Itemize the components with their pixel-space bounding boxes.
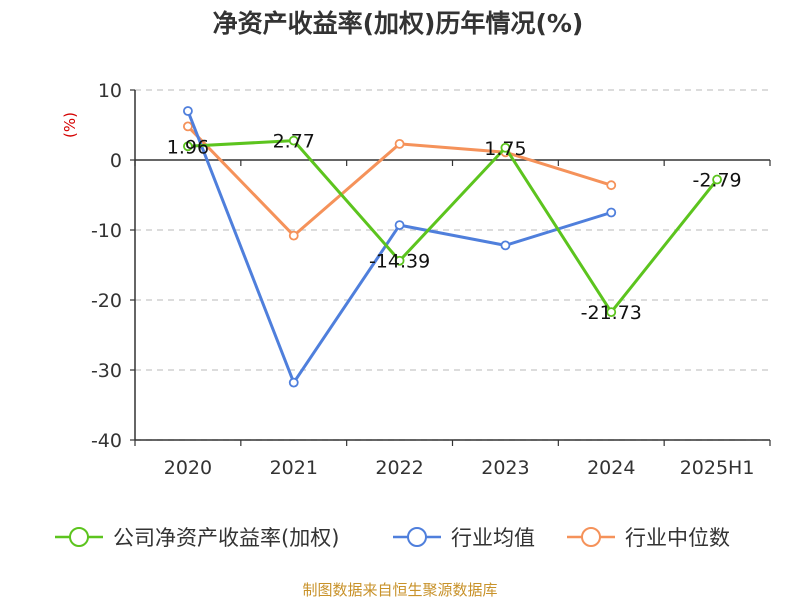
legend-marker xyxy=(69,527,89,547)
chart-title: 净资产收益率(加权)历年情况(%) xyxy=(213,9,584,38)
data-label: 2.77 xyxy=(273,131,315,153)
source-note: 制图数据来自恒生聚源数据库 xyxy=(302,581,497,599)
legend[interactable]: 公司净资产收益率(加权) 行业均值 行业中位数 xyxy=(55,526,730,550)
series-point xyxy=(500,142,511,153)
series-line xyxy=(187,139,719,314)
legend-label: 行业中位数 xyxy=(625,526,730,550)
series-point xyxy=(394,138,405,149)
y-tick-label: -40 xyxy=(91,430,122,452)
data-labels: 1.96 2.77 -14.39 1.75 -21.73 -2.79 xyxy=(167,131,742,324)
legend-item[interactable]: 公司净资产收益率(加权) xyxy=(55,526,339,550)
series-point xyxy=(394,220,405,231)
x-tick-label: 2025H1 xyxy=(680,457,755,479)
series-point xyxy=(288,230,299,241)
series-point xyxy=(500,240,511,251)
data-label: 1.96 xyxy=(167,136,209,158)
y-tick-label: -20 xyxy=(91,290,122,312)
x-tick-label: 2024 xyxy=(587,457,635,479)
legend-label: 公司净资产收益率(加权) xyxy=(113,526,339,550)
series-point xyxy=(606,207,617,218)
series-point xyxy=(183,121,193,132)
legend-item[interactable]: 行业中位数 xyxy=(567,526,730,550)
y-tick-label: -30 xyxy=(91,360,122,382)
series-point xyxy=(606,307,617,318)
series-point xyxy=(288,135,299,146)
data-label: 1.75 xyxy=(484,138,526,160)
series-point xyxy=(606,180,617,191)
data-label: -21.73 xyxy=(581,302,642,324)
legend-item[interactable]: 行业均值 xyxy=(393,526,535,550)
y-tick-label: -10 xyxy=(91,220,122,242)
data-label: -14.39 xyxy=(369,251,430,273)
series-line xyxy=(186,110,612,385)
series-point xyxy=(183,106,193,116)
grid-lines xyxy=(135,89,770,441)
data-label: -2.79 xyxy=(692,170,741,192)
series-point xyxy=(288,377,299,388)
legend-marker xyxy=(407,527,427,547)
x-tick-label: 2020 xyxy=(164,457,212,479)
series-point xyxy=(712,174,722,185)
legend-marker xyxy=(581,527,601,547)
x-tick-label: 2023 xyxy=(481,457,529,479)
y-tick-label: 0 xyxy=(110,150,122,172)
y-axis-label: (%) xyxy=(61,112,79,138)
axes: 10 0 -10 -20 -30 -40 2020 2021 2022 2023 2024 2025H… xyxy=(91,80,771,479)
x-tick-label: 2022 xyxy=(375,457,423,479)
series-point xyxy=(183,141,193,152)
y-tick-label: 10 xyxy=(98,80,122,102)
x-tick-label: 2021 xyxy=(270,457,318,479)
series-lines xyxy=(183,106,722,388)
legend-label: 行业均值 xyxy=(451,526,535,550)
series-point xyxy=(394,255,405,266)
